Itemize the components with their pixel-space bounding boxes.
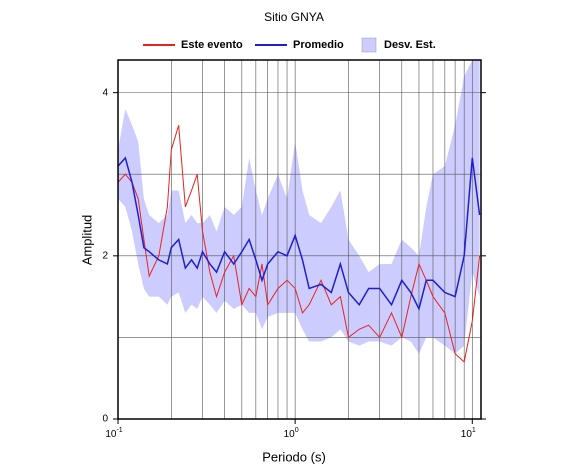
x-tick-base: 10 xyxy=(105,429,117,440)
legend-swatch xyxy=(361,37,377,53)
series-line xyxy=(117,125,481,363)
legend-label: Desv. Est. xyxy=(384,39,436,51)
y-tick-label: 2 xyxy=(102,250,108,261)
x-tick-label: 101 xyxy=(461,427,476,440)
series-line xyxy=(117,156,481,311)
chart-title: Sitio GNYA xyxy=(264,10,324,24)
legend-label: Este evento xyxy=(181,39,243,51)
x-tick-base: 10 xyxy=(461,429,473,440)
legend-label: Promedio xyxy=(293,39,344,51)
x-tick-label: 10-1 xyxy=(105,427,122,440)
x-tick-base: 10 xyxy=(284,429,296,440)
x-tick-exponent: 1 xyxy=(472,427,476,434)
plot-frame xyxy=(117,59,482,420)
x-tick-exponent: -1 xyxy=(116,427,122,434)
x-axis-label: Periodo (s) xyxy=(262,449,326,464)
y-axis-label: Amplitud xyxy=(79,215,94,266)
x-tick-label: 100 xyxy=(284,427,299,440)
std-band xyxy=(118,60,480,354)
y-tick-label: 0 xyxy=(102,414,108,425)
y-tick-label: 4 xyxy=(102,87,108,98)
x-tick-exponent: 0 xyxy=(295,427,299,434)
